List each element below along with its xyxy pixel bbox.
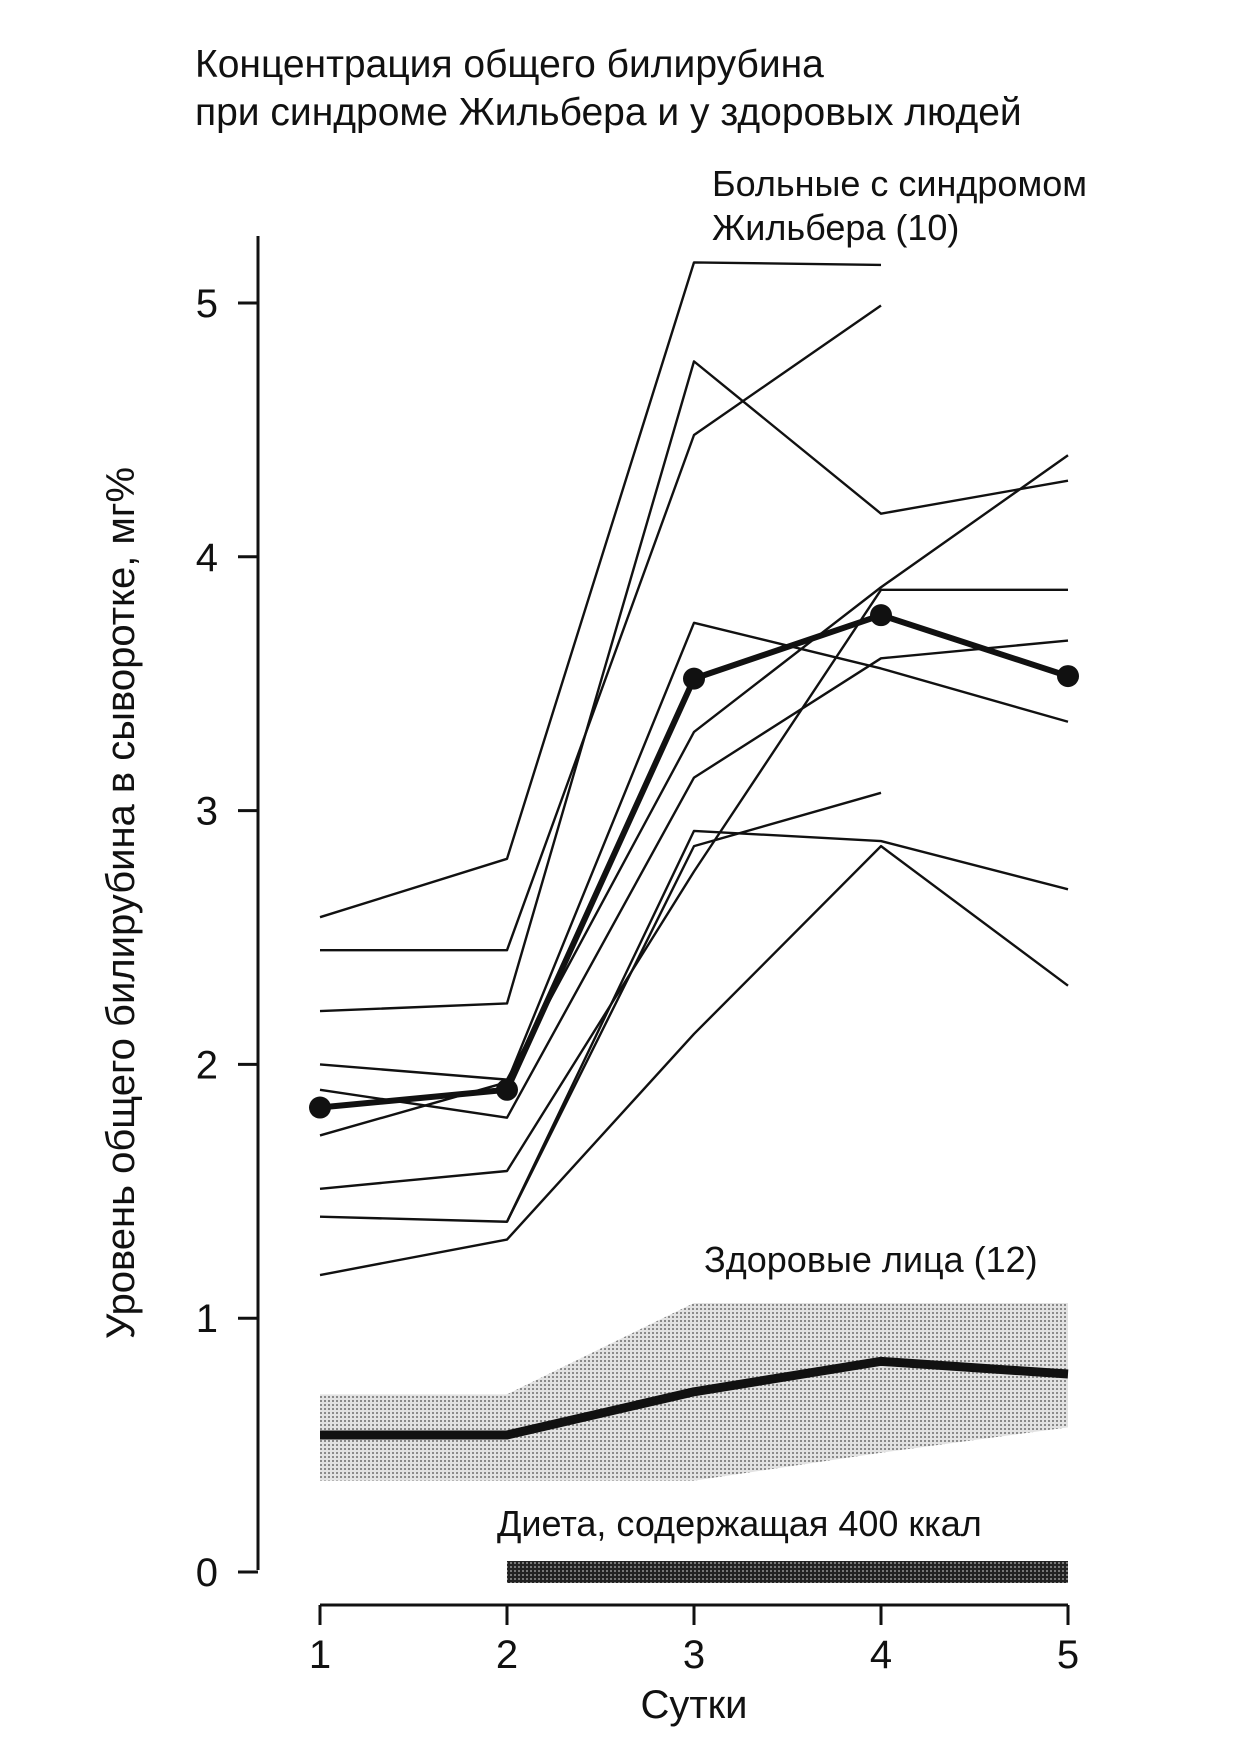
gilbert-patient-line-6 xyxy=(319,639,1069,1119)
healthy-label: Здоровые лица (12) xyxy=(704,1239,1038,1280)
diet-period-bar xyxy=(507,1561,1068,1583)
y-tick-label-5: 5 xyxy=(196,282,218,326)
x-tick-label-4: 4 xyxy=(870,1633,892,1677)
chart-title-line-2: при синдроме Жильбера и у здоровых людей xyxy=(195,91,1022,134)
diet-label: Диета, содержащая 400 ккал xyxy=(497,1503,982,1544)
x-tick-label-2: 2 xyxy=(496,1633,518,1677)
gilbert-mean-point-5 xyxy=(1057,665,1079,688)
gilbert-patient-line-1 xyxy=(319,261,882,919)
y-tick-label-2: 2 xyxy=(196,1043,218,1087)
x-tick-label-1: 1 xyxy=(309,1633,331,1677)
gilbert-patient-line-7 xyxy=(319,588,1068,1190)
gilbert-patient-line-9 xyxy=(319,844,1069,1277)
gilbert-patient-line-8 xyxy=(319,829,1069,1223)
y-tick-label-0: 0 xyxy=(196,1551,218,1595)
y-axis-title: Уровень общего билирубина в сыворотке, м… xyxy=(99,467,143,1339)
gilbert-label-line-1: Больные с синдромом xyxy=(712,163,1087,204)
x-tick-label-5: 5 xyxy=(1057,1633,1079,1677)
x-tick-label-3: 3 xyxy=(683,1633,705,1677)
gilbert-mean-point-3 xyxy=(683,667,705,690)
gilbert-patient-line-3 xyxy=(319,360,1069,1013)
x-axis-title: Сутки xyxy=(640,1683,747,1727)
y-tick-label-4: 4 xyxy=(196,536,218,580)
y-tick-label-3: 3 xyxy=(196,790,218,834)
gilbert-label-line-2: Жильбера (10) xyxy=(712,207,959,248)
gilbert-mean-point-2 xyxy=(496,1078,518,1101)
gilbert-patient-line-4 xyxy=(319,454,1069,1081)
gilbert-patient-line-10 xyxy=(505,791,882,1223)
gilbert-patient-line-2 xyxy=(320,304,882,952)
gilbert-patient-line-5 xyxy=(319,621,1069,1137)
y-tick-label-1: 1 xyxy=(196,1297,218,1341)
healthy-mean-line xyxy=(320,1356,1069,1440)
gilbert-mean-point-1 xyxy=(309,1096,331,1119)
chart-title-line-1: Концентрация общего билирубина xyxy=(195,43,824,86)
gilbert-mean-point-4 xyxy=(870,604,892,627)
